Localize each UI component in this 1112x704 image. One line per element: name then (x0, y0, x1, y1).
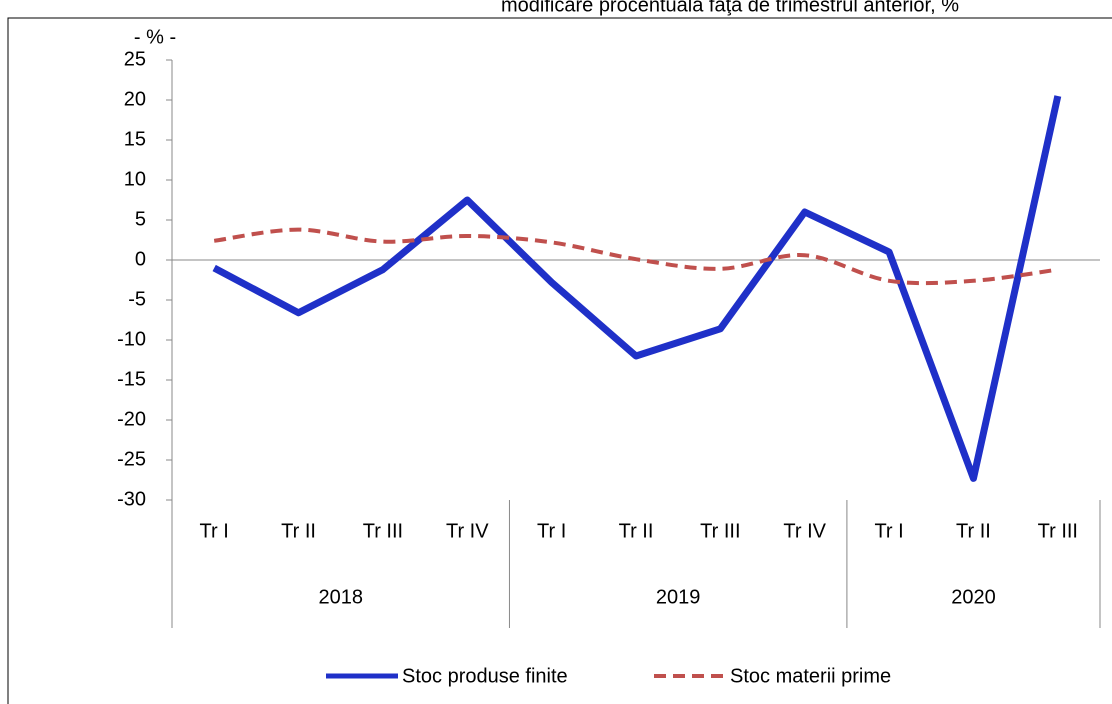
y-tick-label: -20 (117, 408, 146, 430)
x-tick-label: Tr IV (783, 520, 826, 542)
y-tick-label: 0 (135, 248, 146, 270)
legend-label: Stoc produse finite (402, 665, 568, 687)
series-line (213, 227, 1059, 286)
x-tick-label: Tr II (281, 520, 316, 542)
chart-border (7, 17, 1112, 704)
y-tick-label: -25 (117, 448, 146, 470)
x-tick-label: Tr I (874, 520, 903, 542)
group-label: 2020 (951, 586, 996, 608)
chart-title: modificare procentuală faţă de trimestru… (501, 0, 959, 16)
y-tick-label: 10 (124, 168, 146, 190)
x-tick-label: Tr II (956, 520, 991, 542)
y-tick-label: -15 (117, 368, 146, 390)
y-axis-label: - % - (134, 26, 176, 48)
x-tick-label: Tr III (1038, 520, 1078, 542)
legend-label: Stoc materii prime (730, 665, 891, 687)
group-label: 2019 (656, 586, 701, 608)
x-tick-label: Tr III (700, 520, 740, 542)
y-tick-label: -30 (117, 488, 146, 510)
y-tick-label: 25 (124, 48, 146, 70)
x-tick-label: Tr II (619, 520, 654, 542)
x-tick-label: Tr III (363, 520, 403, 542)
x-tick-label: Tr I (200, 520, 229, 542)
series-line (212, 95, 1062, 482)
y-tick-label: 20 (124, 88, 146, 110)
y-tick-label: 15 (124, 128, 146, 150)
x-tick-label: Tr IV (446, 520, 489, 542)
y-tick-label: -10 (117, 328, 146, 350)
x-tick-label: Tr I (537, 520, 566, 542)
y-tick-label: -5 (128, 288, 146, 310)
group-label: 2018 (318, 586, 363, 608)
y-tick-label: 5 (135, 208, 146, 230)
